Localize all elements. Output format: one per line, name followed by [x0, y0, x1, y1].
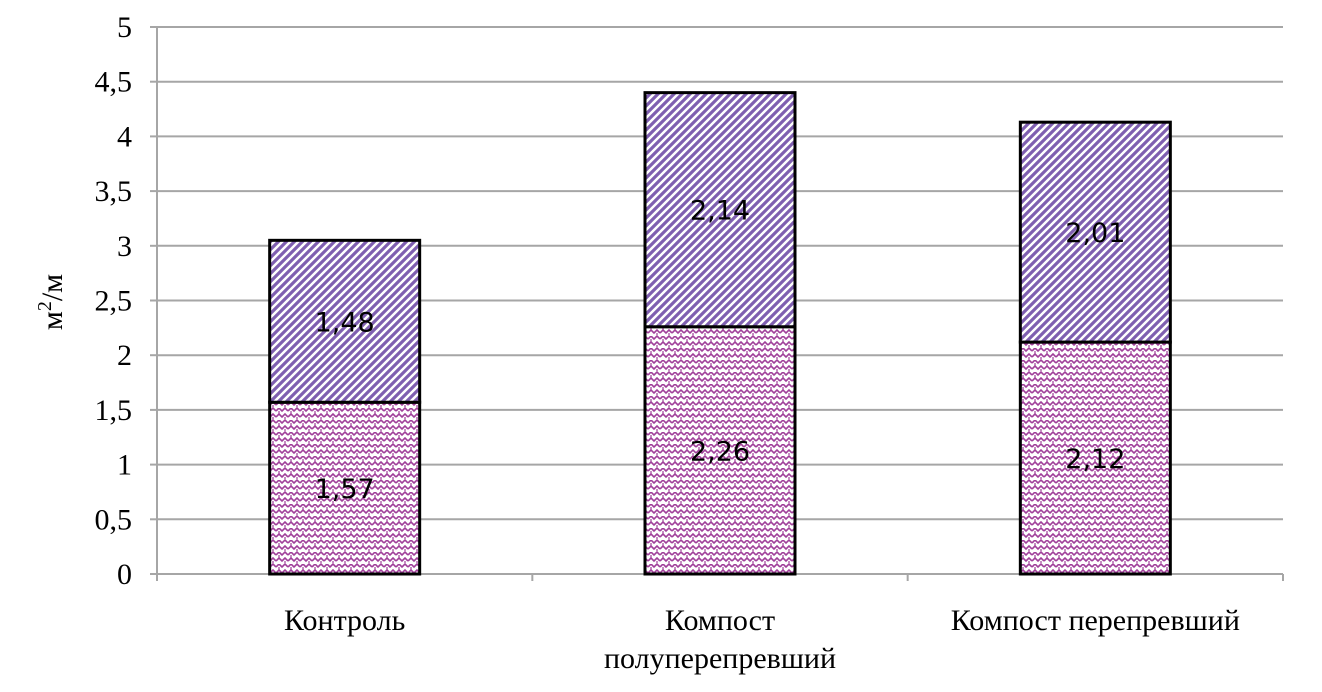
y-tick-label: 2 [117, 339, 132, 372]
bar-segment [268, 238, 422, 404]
data-label: 1,57 [315, 474, 375, 505]
bar-segment [643, 325, 797, 576]
y-tick-label: 3 [117, 230, 132, 263]
bar-segment [1018, 120, 1172, 344]
bars [268, 91, 1172, 576]
bar-segment [1018, 340, 1172, 576]
bar-segment [268, 400, 422, 576]
y-axis-label: м2/м [34, 274, 69, 330]
data-label: 2,26 [690, 436, 750, 467]
x-category-label: Контроль [284, 604, 405, 637]
data-label: 2,12 [1065, 444, 1125, 475]
data-label: 2,14 [690, 196, 750, 227]
data-label: 1,48 [315, 307, 375, 338]
x-category-label: полуперепревший [604, 642, 836, 675]
x-category-label: Компост [665, 604, 775, 637]
y-tick-label: 3,5 [95, 175, 133, 208]
labels: 0 0,5 1 1,5 2 2,5 3 3,5 4 4,5 5 1,57 1,48 Контроль 2,2… [95, 11, 1240, 675]
y-tick-label: 1 [117, 449, 132, 482]
y-tick-label: 4,5 [95, 66, 133, 99]
y-tick-label: 5 [117, 11, 132, 44]
y-tick-label: 4 [117, 120, 132, 153]
data-label: 2,01 [1065, 218, 1125, 249]
x-category-label: Компост перепревший [951, 604, 1240, 637]
y-tick-label: 0,5 [95, 503, 133, 536]
y-tick-label: 1,5 [95, 394, 133, 427]
bar-segment [643, 91, 797, 329]
y-tick-label: 0 [117, 558, 132, 591]
y-tick-label: 2,5 [95, 285, 133, 318]
